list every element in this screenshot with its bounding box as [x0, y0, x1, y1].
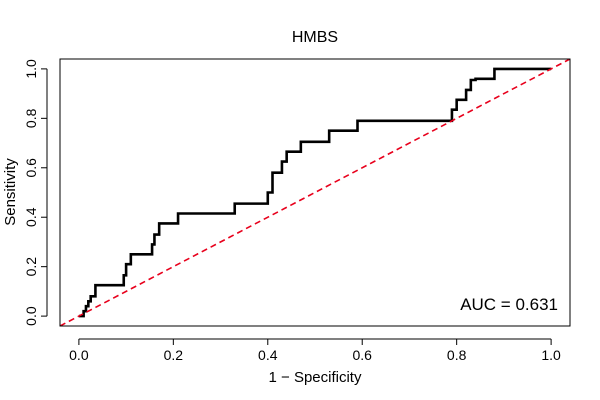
plot-frame [59, 58, 571, 327]
x-axis: 0.0 0.2 0.4 0.6 0.8 1.0 [69, 338, 561, 363]
x-tick-label: 0.8 [447, 347, 467, 363]
y-tick-label: 0.0 [23, 306, 39, 326]
chart-title: HMBS [292, 29, 338, 46]
x-tick-label: 1.0 [541, 347, 561, 363]
y-tick-label: 0.2 [23, 257, 39, 277]
y-tick-label: 0.8 [23, 108, 39, 128]
plot-area [60, 59, 570, 326]
y-axis-title: Sensitivity [2, 158, 19, 226]
auc-annotation: AUC = 0.631 [460, 295, 558, 314]
y-tick-label: 0.4 [23, 207, 39, 227]
reference-diagonal-line [60, 59, 570, 326]
x-tick-label: 0.6 [352, 347, 372, 363]
roc-curve-line [78, 67, 552, 318]
x-tick-label: 0.4 [258, 347, 278, 363]
x-tick-label: 0.2 [164, 347, 184, 363]
x-tick-label: 0.0 [69, 347, 89, 363]
y-tick-label: 0.6 [23, 158, 39, 178]
x-axis-title: 1 − Specificity [269, 369, 362, 386]
y-axis: 0.0 0.2 0.4 0.6 0.8 1.0 [23, 59, 48, 326]
y-tick-label: 1.0 [23, 59, 39, 79]
